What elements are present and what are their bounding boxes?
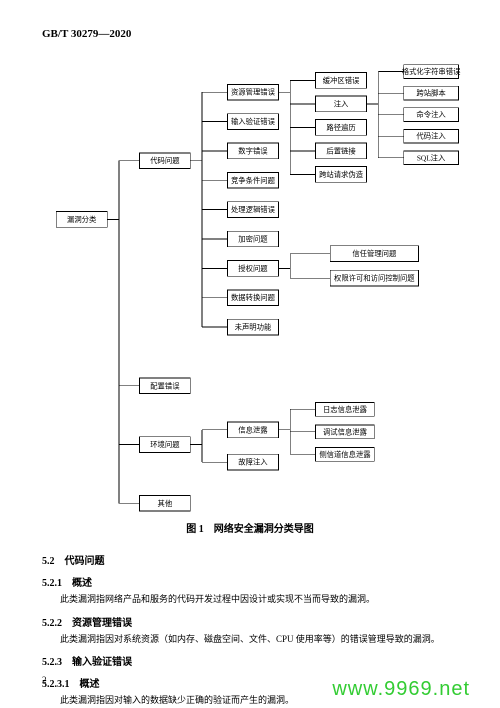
- svg-text:竞争条件问题: 竞争条件问题: [231, 176, 276, 185]
- svg-text:SQL注入: SQL注入: [417, 153, 446, 162]
- svg-text:环境问题: 环境问题: [150, 440, 180, 449]
- svg-text:跨站脚本: 跨站脚本: [416, 89, 446, 98]
- svg-text:配置错误: 配置错误: [150, 381, 180, 390]
- svg-text:缓冲区错误: 缓冲区错误: [323, 76, 360, 85]
- figure-caption: 图 1 网络安全漏洞分类导图: [0, 520, 500, 535]
- watermark: www.9969.net: [332, 678, 470, 701]
- section-heading: 5.2.1 概述: [42, 574, 458, 589]
- svg-text:其他: 其他: [158, 499, 173, 508]
- svg-text:跨站请求伪造: 跨站请求伪造: [319, 170, 364, 179]
- svg-text:日志信息泄露: 日志信息泄露: [323, 405, 368, 414]
- svg-text:未声明功能: 未声明功能: [235, 323, 272, 332]
- svg-text:调试信息泄露: 调试信息泄露: [323, 427, 368, 436]
- svg-text:注入: 注入: [334, 99, 349, 108]
- svg-text:权限许可和访问控制问题: 权限许可和访问控制问题: [334, 274, 415, 283]
- document-header: GB/T 30279—2020: [42, 28, 131, 40]
- svg-text:侧信道信息泄露: 侧信道信息泄露: [319, 450, 371, 459]
- svg-text:路径遍历: 路径遍历: [326, 123, 355, 132]
- svg-text:输入验证错误: 输入验证错误: [231, 117, 276, 126]
- svg-text:数据转换问题: 数据转换问题: [231, 293, 276, 302]
- classification-tree-diagram: 漏洞分类 代码问题配置错误环境问题其他 资源管理错误输入验证错误数字错误竞争条件问题…: [42, 55, 462, 515]
- svg-text:加密问题: 加密问题: [238, 235, 268, 244]
- svg-text:漏洞分类: 漏洞分类: [67, 215, 97, 224]
- svg-text:资源管理错误: 资源管理错误: [231, 88, 276, 97]
- svg-text:格式化字符串错误: 格式化字符串错误: [402, 67, 461, 76]
- section-heading: 5.2.3 输入验证错误: [42, 653, 458, 668]
- svg-text:代码注入: 代码注入: [416, 132, 446, 141]
- paragraph: 此类漏洞指因对系统资源（如内存、磁盘空间、文件、CPU 使用率等）的错误管理导致…: [42, 633, 458, 647]
- svg-text:数字错误: 数字错误: [238, 146, 268, 155]
- svg-text:信任管理问题: 信任管理问题: [352, 249, 397, 258]
- page-number: 2: [42, 675, 47, 685]
- section-heading: 5.2.2 资源管理错误: [42, 614, 458, 629]
- svg-text:后置链接: 后置链接: [326, 146, 356, 155]
- svg-text:信息泄露: 信息泄露: [238, 425, 268, 434]
- svg-text:授权问题: 授权问题: [238, 264, 268, 273]
- svg-text:代码问题: 代码问题: [150, 156, 180, 165]
- svg-text:命令注入: 命令注入: [416, 110, 446, 119]
- svg-text:故障注入: 故障注入: [238, 458, 268, 467]
- svg-text:处理逻辑错误: 处理逻辑错误: [231, 205, 276, 214]
- section-heading: 5.2 代码问题: [42, 552, 458, 567]
- paragraph: 此类漏洞指网络产品和服务的代码开发过程中因设计或实现不当而导致的漏洞。: [42, 593, 458, 607]
